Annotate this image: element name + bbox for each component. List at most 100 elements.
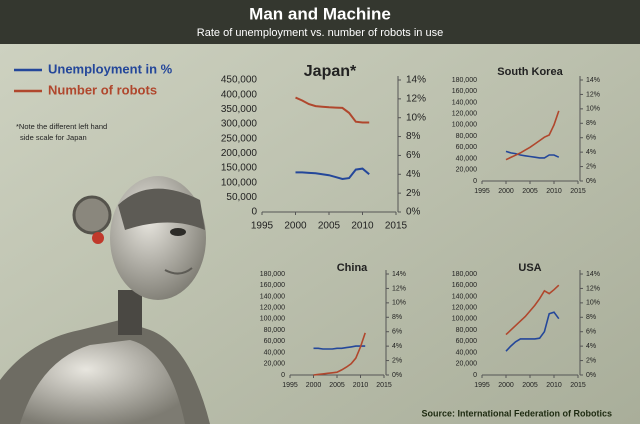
page-title: Man and Machine (249, 4, 391, 23)
y2-tick-label: 2% (406, 188, 421, 199)
y2-tick-label: 14% (406, 75, 426, 86)
y-tick-label: 20,000 (264, 361, 286, 368)
y2-tick-label: 0% (586, 372, 596, 379)
y2-tick-label: 4% (406, 169, 421, 180)
page-subtitle: Rate of unemployment vs. number of robot… (197, 27, 443, 39)
x-tick-label: 2000 (498, 382, 514, 389)
y2-tick-label: 2% (586, 163, 596, 170)
y-tick-label: 60,000 (456, 144, 478, 151)
y-tick-label: 180,000 (452, 271, 477, 278)
y2-tick-label: 8% (392, 314, 402, 321)
x-tick-label: 2005 (522, 382, 538, 389)
x-tick-label: 2015 (570, 188, 586, 195)
x-tick-label: 2015 (570, 382, 586, 389)
y2-tick-label: 12% (586, 285, 600, 292)
y2-tick-label: 4% (586, 149, 596, 156)
y2-tick-label: 0% (392, 372, 402, 379)
series-line (295, 96, 370, 124)
x-tick-label: 2005 (318, 221, 341, 232)
y2-tick-label: 4% (586, 343, 596, 350)
y-tick-label: 300,000 (221, 119, 258, 130)
series-line (313, 332, 366, 376)
y2-tick-label: 10% (406, 112, 426, 123)
y2-tick-label: 8% (406, 131, 421, 142)
chart-title: China (337, 262, 368, 274)
x-tick-label: 1995 (474, 382, 490, 389)
y-tick-label: 400,000 (221, 89, 258, 100)
y-tick-label: 60,000 (456, 338, 478, 345)
y2-tick-label: 10% (586, 300, 600, 307)
y-tick-label: 40,000 (264, 349, 286, 356)
series-line (505, 150, 560, 159)
y-tick-label: 120,000 (452, 111, 477, 118)
y2-tick-label: 8% (586, 314, 596, 321)
x-tick-label: 2015 (376, 382, 392, 389)
x-tick-label: 2000 (498, 188, 514, 195)
y2-tick-label: 6% (392, 329, 402, 336)
y2-tick-label: 12% (406, 93, 426, 104)
x-tick-label: 1995 (251, 221, 274, 232)
y2-tick-label: 12% (392, 285, 406, 292)
chart-title: South Korea (497, 66, 563, 78)
chart-title: Japan* (304, 63, 357, 80)
y2-tick-label: 14% (586, 77, 600, 84)
y2-tick-label: 14% (392, 271, 406, 278)
source: Source: International Federation of Robo… (421, 408, 612, 418)
x-tick-label: 2010 (546, 188, 562, 195)
x-tick-label: 1995 (282, 382, 298, 389)
y-tick-label: 0 (251, 207, 257, 218)
robot-illustration (0, 176, 210, 424)
y2-tick-label: 2% (586, 357, 596, 364)
note: *Note the different left hand (16, 122, 107, 131)
x-tick-label: 2010 (351, 221, 374, 232)
y-tick-label: 200,000 (221, 148, 258, 159)
y-tick-label: 120,000 (452, 305, 477, 312)
y2-tick-label: 4% (392, 343, 402, 350)
y-tick-label: 140,000 (452, 99, 477, 106)
y-tick-label: 80,000 (456, 327, 478, 334)
x-tick-label: 2010 (546, 382, 562, 389)
y-tick-label: 350,000 (221, 104, 258, 115)
y-tick-label: 250,000 (221, 133, 258, 144)
x-tick-label: 2015 (385, 221, 408, 232)
y2-tick-label: 14% (586, 271, 600, 278)
y-tick-label: 40,000 (456, 349, 478, 356)
y-tick-label: 100,000 (452, 122, 477, 129)
y-tick-label: 180,000 (260, 271, 285, 278)
y-tick-label: 180,000 (452, 77, 477, 84)
y2-tick-label: 0% (406, 207, 421, 218)
y-tick-label: 120,000 (260, 305, 285, 312)
y-tick-label: 0 (473, 372, 477, 379)
series-line (505, 284, 560, 336)
chart-title: USA (518, 262, 541, 274)
y2-tick-label: 2% (392, 357, 402, 364)
y-tick-label: 140,000 (260, 293, 285, 300)
y2-tick-label: 10% (392, 300, 406, 307)
x-tick-label: 2000 (284, 221, 307, 232)
legend-label: Unemployment in % (48, 61, 173, 76)
y-tick-label: 0 (473, 178, 477, 185)
y2-tick-label: 8% (586, 120, 596, 127)
x-tick-label: 2005 (522, 188, 538, 195)
y-tick-label: 0 (281, 372, 285, 379)
y2-tick-label: 6% (586, 329, 596, 336)
legend-label: Number of robots (48, 82, 157, 97)
y2-tick-label: 10% (586, 106, 600, 113)
y-tick-label: 450,000 (221, 75, 258, 86)
y-tick-label: 160,000 (452, 282, 477, 289)
x-tick-label: 2005 (329, 382, 345, 389)
y-tick-label: 100,000 (221, 177, 258, 188)
x-tick-label: 2000 (306, 382, 322, 389)
series-line (295, 167, 370, 181)
series-line (313, 345, 366, 350)
y-tick-label: 100,000 (452, 316, 477, 323)
y-tick-label: 160,000 (260, 282, 285, 289)
note: side scale for Japan (20, 133, 87, 142)
y2-tick-label: 6% (586, 135, 596, 142)
y-tick-label: 80,000 (456, 133, 478, 140)
y2-tick-label: 6% (406, 150, 421, 161)
series-line (505, 311, 560, 352)
y-tick-label: 50,000 (226, 192, 257, 203)
y2-tick-label: 12% (586, 91, 600, 98)
